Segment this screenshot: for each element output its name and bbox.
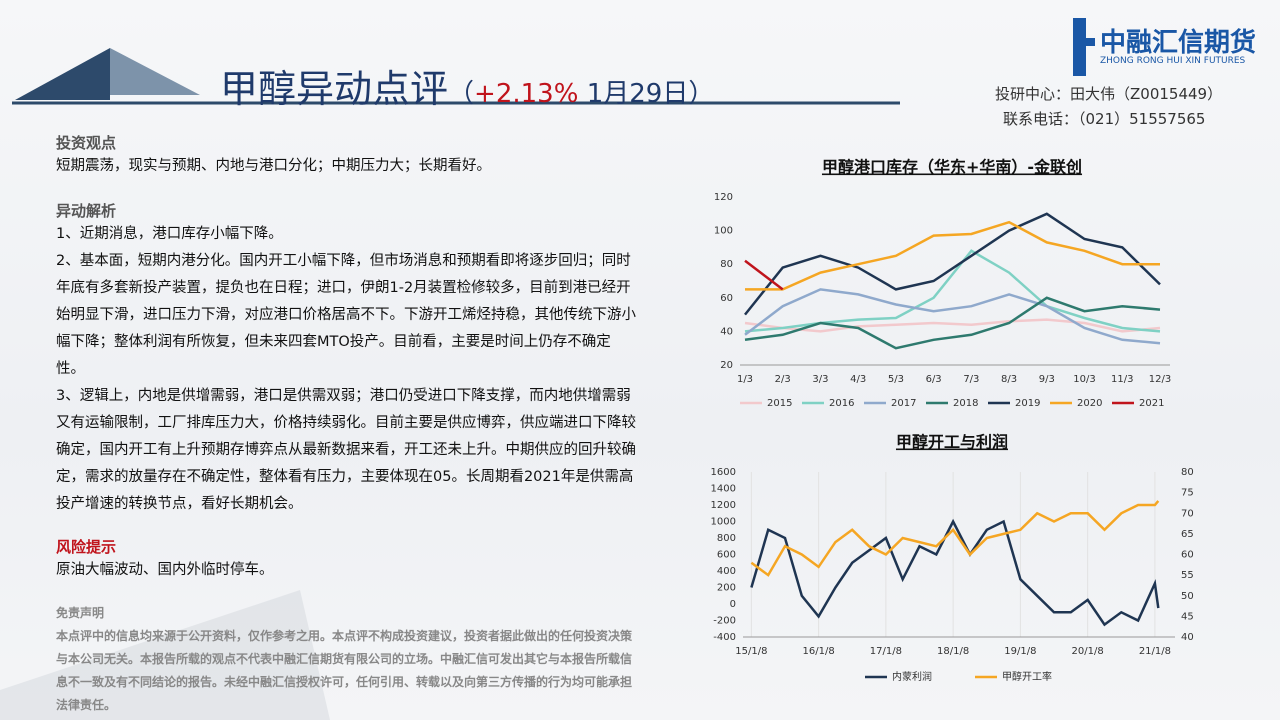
series-line xyxy=(745,220,1160,291)
y-tick-label: 800 xyxy=(717,533,736,544)
date: 1月29日 xyxy=(586,79,689,109)
legend-label: 2016 xyxy=(829,398,854,409)
series-line xyxy=(750,518,1160,627)
paragraph: 原油大幅波动、国内外临时停车。 xyxy=(56,562,274,578)
y2-tick-label: 45 xyxy=(1181,611,1194,622)
x-tick-label: 12/3 xyxy=(1149,374,1171,385)
x-tick-label: 6/3 xyxy=(926,374,942,385)
y-tick-label: 20 xyxy=(720,360,733,371)
legend-label: 2017 xyxy=(891,398,916,409)
title: 甲醇异动点评 xyxy=(220,67,449,111)
x-tick-label: 4/3 xyxy=(850,374,866,385)
x-tick-label: 20/1/8 xyxy=(1072,646,1104,657)
series-line xyxy=(744,296,1161,350)
x-tick-label: 19/1/8 xyxy=(1004,646,1036,657)
x-tick-label: 17/1/8 xyxy=(870,646,902,657)
x-tick-label: 18/1/8 xyxy=(937,646,969,657)
y-tick-label: 60 xyxy=(720,293,733,304)
disclaimer-heading: 免责声明 xyxy=(56,606,105,620)
paragraph: 1、近期消息，港口库存小幅下降。 xyxy=(56,226,283,242)
section-heading: 异动解析 xyxy=(56,202,117,220)
y-tick-label: 120 xyxy=(714,192,733,203)
y-tick-label: 600 xyxy=(717,550,736,561)
y2-tick-label: 60 xyxy=(1181,550,1194,561)
series-line xyxy=(750,500,1160,577)
x-tick-label: 1/3 xyxy=(737,374,753,385)
y-tick-label: 100 xyxy=(714,226,733,237)
title-line: 甲醇异动点评（+2.13% 1月29日） xyxy=(220,58,714,113)
x-tick-label: 15/1/8 xyxy=(735,646,767,657)
x-tick-label: 11/3 xyxy=(1111,374,1133,385)
legend-label: 2018 xyxy=(953,398,978,409)
y-tick-label: 1600 xyxy=(711,467,736,478)
body: 投资观点 短期震荡，现实与预期、内地与港口分化；中期压力大；长期看好。 异动解析… xyxy=(56,132,638,584)
section-heading: 投资观点 xyxy=(56,134,117,152)
x-tick-label: 3/3 xyxy=(812,374,828,385)
y-tick-label: -200 xyxy=(713,616,736,627)
y-tick-label: 0 xyxy=(730,599,736,610)
disclaimer-text: 本点评中的信息均来源于公开资料，仅作参考之用。本点评不构成投资建议，投资者据此做… xyxy=(56,629,633,712)
legend-label: 内蒙利润 xyxy=(892,670,932,683)
series-line xyxy=(744,288,1161,345)
researcher: 投研中心：田大伟（Z0015449） xyxy=(995,85,1223,103)
y-tick-label: 1400 xyxy=(711,484,736,495)
legend-label: 2019 xyxy=(1015,398,1040,409)
paragraph: 短期震荡，现实与预期、内地与港口分化；中期压力大；长期看好。 xyxy=(56,158,491,174)
chart-title: 甲醇开工与利润 xyxy=(896,433,1008,452)
y-tick-label: 200 xyxy=(717,583,736,594)
x-tick-label: 21/1/8 xyxy=(1139,646,1171,657)
change: +2.13% xyxy=(474,79,579,109)
legend-label: 2015 xyxy=(767,398,792,409)
y2-tick-label: 65 xyxy=(1181,529,1194,540)
x-tick-label: 2/3 xyxy=(775,374,791,385)
legend-label: 2020 xyxy=(1077,398,1102,409)
series-line xyxy=(744,249,1161,333)
series-line xyxy=(744,259,784,291)
y2-tick-label: 80 xyxy=(1181,467,1194,478)
paren: ） xyxy=(688,79,715,109)
legend-label: 2021 xyxy=(1139,398,1164,409)
disclaimer: 免责声明 本点评中的信息均来源于公开资料，仅作参考之用。本点评不构成投资建议，投… xyxy=(56,602,638,717)
y2-tick-label: 75 xyxy=(1181,488,1194,499)
y-tick-label: 1200 xyxy=(711,500,736,511)
y-tick-label: -400 xyxy=(713,632,736,643)
y-tick-label: 1000 xyxy=(711,517,736,528)
x-tick-label: 8/3 xyxy=(1001,374,1017,385)
paragraph: 3、逻辑上，内地是供增需弱，港口是供需双弱；港口仍受进口下降支撑，而内地供增需弱… xyxy=(56,388,636,512)
phone: 联系电话：（021）51557565 xyxy=(1003,110,1206,128)
logo-name: 中融汇信期货 xyxy=(1100,28,1257,58)
y2-tick-label: 50 xyxy=(1181,591,1194,602)
x-tick-label: 9/3 xyxy=(1039,374,1055,385)
paren: （ xyxy=(448,79,475,109)
y2-tick-label: 40 xyxy=(1181,632,1194,643)
x-tick-label: 5/3 xyxy=(888,374,904,385)
y-tick-label: 400 xyxy=(717,566,736,577)
paragraph: 2、基本面，短期内港分化。国内开工小幅下降，但市场消息和预期看即将逐步回归；同时… xyxy=(56,253,636,377)
y2-tick-label: 55 xyxy=(1181,570,1194,581)
legend-label: 甲醇开工率 xyxy=(1002,670,1052,683)
section-heading: 风险提示 xyxy=(56,538,117,556)
chart-title: 甲醇港口库存（华东+华南）-金联创 xyxy=(822,158,1082,177)
y-tick-label: 40 xyxy=(720,326,733,337)
x-tick-label: 16/1/8 xyxy=(803,646,835,657)
y2-tick-label: 70 xyxy=(1181,508,1194,519)
logo-sub: ZHONG RONG HUI XIN FUTURES xyxy=(1100,56,1246,66)
x-tick-label: 10/3 xyxy=(1073,374,1095,385)
series-line xyxy=(744,318,1161,333)
y-tick-label: 80 xyxy=(720,259,733,270)
series-line xyxy=(744,212,1161,316)
x-tick-label: 7/3 xyxy=(963,374,979,385)
